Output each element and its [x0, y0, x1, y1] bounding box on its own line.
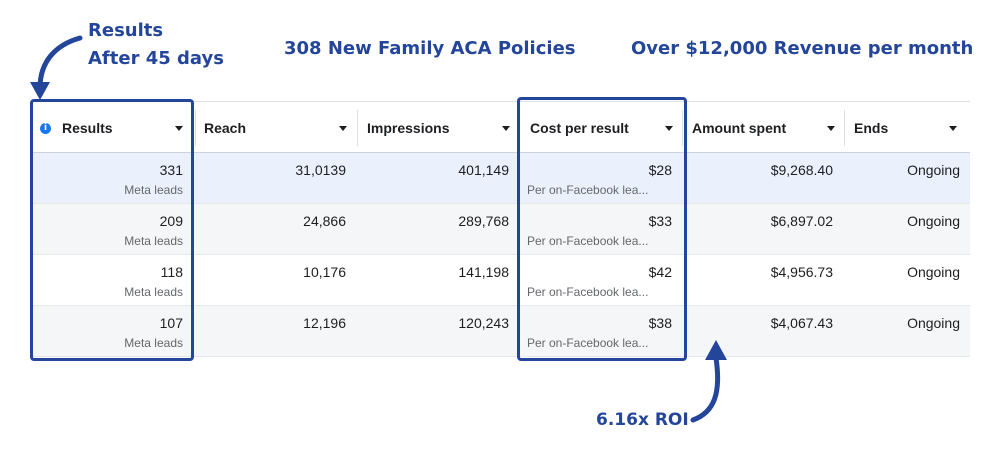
table-row[interactable]: 209 Meta leads 24,866 289,768 $33 Per on…: [30, 204, 970, 255]
cost-per-result-cell: $33 Per on-Facebook lea...: [519, 204, 682, 255]
impressions-cell: 401,149: [356, 153, 519, 204]
column-divider[interactable]: [195, 110, 196, 146]
results-subtext: Meta leads: [124, 336, 183, 350]
reach-cell: 10,176: [193, 255, 356, 306]
ends-cell: Ongoing: [843, 255, 970, 306]
amount-spent-cell: $6,897.02: [682, 204, 843, 255]
results-column-highlight: [30, 99, 194, 361]
ends-cell: Ongoing: [843, 153, 970, 204]
header-cost-per-result-label: Cost per result: [530, 120, 629, 136]
header-amount-spent[interactable]: Amount spent: [692, 102, 843, 154]
column-divider[interactable]: [844, 110, 845, 146]
impressions-cell: 289,768: [356, 204, 519, 255]
results-cell: 118 Meta leads: [30, 255, 193, 306]
impressions-value: 120,243: [458, 315, 509, 331]
results-cell: 209 Meta leads: [30, 204, 193, 255]
cost-per-result-value: $42: [648, 264, 672, 280]
column-divider[interactable]: [357, 110, 358, 146]
arrowhead-icon: [705, 340, 727, 360]
table-row[interactable]: 118 Meta leads 10,176 141,198 $42 Per on…: [30, 255, 970, 306]
curved-arrow-icon: [37, 35, 83, 91]
roi-annotation: 6.16x ROI: [596, 410, 689, 430]
ends-value: Ongoing: [907, 213, 960, 229]
ads-results-table: i Results Reach Impressions Cost per res…: [30, 101, 970, 359]
ends-value: Ongoing: [907, 315, 960, 331]
header-impressions[interactable]: Impressions: [367, 102, 518, 154]
amount-spent-value: $4,956.73: [770, 264, 833, 280]
impressions-cell: 120,243: [356, 306, 519, 357]
info-icon[interactable]: i: [40, 122, 51, 134]
reach-value: 24,866: [303, 213, 346, 229]
header-reach[interactable]: Reach: [204, 102, 355, 154]
sort-caret-icon[interactable]: [339, 125, 347, 131]
sort-caret-icon[interactable]: [665, 125, 673, 131]
header-ends-label: Ends: [854, 120, 889, 136]
cost-per-result-subtext: Per on-Facebook lea...: [527, 336, 649, 350]
ends-cell: Ongoing: [843, 306, 970, 357]
results-value: 209: [159, 213, 183, 229]
results-annotation-line2: After 45 days: [88, 48, 224, 69]
cost-per-result-value: $33: [648, 213, 672, 229]
cost-per-result-subtext: Per on-Facebook lea...: [527, 183, 649, 197]
header-impressions-label: Impressions: [367, 120, 450, 136]
sort-caret-icon[interactable]: [949, 125, 957, 131]
header-cost-per-result[interactable]: Cost per result: [530, 102, 681, 154]
header-ends[interactable]: Ends: [854, 102, 965, 154]
revenue-annotation: Over $12,000 Revenue per month: [631, 38, 974, 59]
amount-spent-value: $6,897.02: [770, 213, 833, 229]
results-cell: 107 Meta leads: [30, 306, 193, 357]
cost-per-result-cell: $42 Per on-Facebook lea...: [519, 255, 682, 306]
header-results[interactable]: i Results: [40, 102, 191, 154]
results-cell: 331 Meta leads: [30, 153, 193, 204]
sort-caret-icon[interactable]: [502, 125, 510, 131]
table-row[interactable]: 331 Meta leads 31,0139 401,149 $28 Per o…: [30, 153, 970, 204]
impressions-value: 289,768: [458, 213, 509, 229]
header-reach-label: Reach: [204, 120, 247, 136]
results-value: 107: [159, 315, 183, 331]
results-subtext: Meta leads: [124, 234, 183, 248]
amount-spent-value: $9,268.40: [770, 162, 833, 178]
reach-cell: 24,866: [193, 204, 356, 255]
cost-per-result-subtext: Per on-Facebook lea...: [527, 285, 649, 299]
results-annotation-line1: Results: [88, 20, 164, 41]
arrowhead-icon: [30, 82, 50, 100]
amount-spent-cell: $4,067.43: [682, 306, 843, 357]
ends-value: Ongoing: [907, 162, 960, 178]
reach-cell: 31,0139: [193, 153, 356, 204]
curved-arrow-icon: [690, 355, 721, 423]
cost-per-result-cell: $38 Per on-Facebook lea...: [519, 306, 682, 357]
results-value: 331: [159, 162, 183, 178]
amount-spent-cell: $9,268.40: [682, 153, 843, 204]
results-value: 118: [160, 264, 183, 280]
results-subtext: Meta leads: [124, 183, 183, 197]
results-annotation: Results After 45 days: [88, 17, 224, 73]
table-row[interactable]: 107 Meta leads 12,196 120,243 $38 Per on…: [30, 306, 970, 357]
ends-value: Ongoing: [907, 264, 960, 280]
reach-value: 31,0139: [295, 162, 346, 178]
ends-cell: Ongoing: [843, 204, 970, 255]
cost-per-result-subtext: Per on-Facebook lea...: [527, 234, 649, 248]
impressions-value: 401,149: [458, 162, 509, 178]
column-divider[interactable]: [682, 110, 683, 146]
reach-value: 10,176: [303, 264, 346, 280]
amount-spent-value: $4,067.43: [770, 315, 833, 331]
cost-per-result-value: $28: [648, 162, 672, 178]
reach-cell: 12,196: [193, 306, 356, 357]
cost-per-result-highlight: [517, 97, 687, 361]
impressions-value: 141,198: [458, 264, 509, 280]
table-header: i Results Reach Impressions Cost per res…: [30, 101, 970, 153]
cost-per-result-value: $38: [648, 315, 672, 331]
header-amount-spent-label: Amount spent: [692, 120, 787, 136]
reach-value: 12,196: [303, 315, 346, 331]
cost-per-result-cell: $28 Per on-Facebook lea...: [519, 153, 682, 204]
sort-caret-icon[interactable]: [827, 125, 835, 131]
policies-annotation: 308 New Family ACA Policies: [284, 38, 576, 59]
header-results-label: Results: [62, 120, 113, 136]
results-subtext: Meta leads: [124, 285, 183, 299]
amount-spent-cell: $4,956.73: [682, 255, 843, 306]
impressions-cell: 141,198: [356, 255, 519, 306]
sort-caret-icon[interactable]: [175, 125, 183, 131]
